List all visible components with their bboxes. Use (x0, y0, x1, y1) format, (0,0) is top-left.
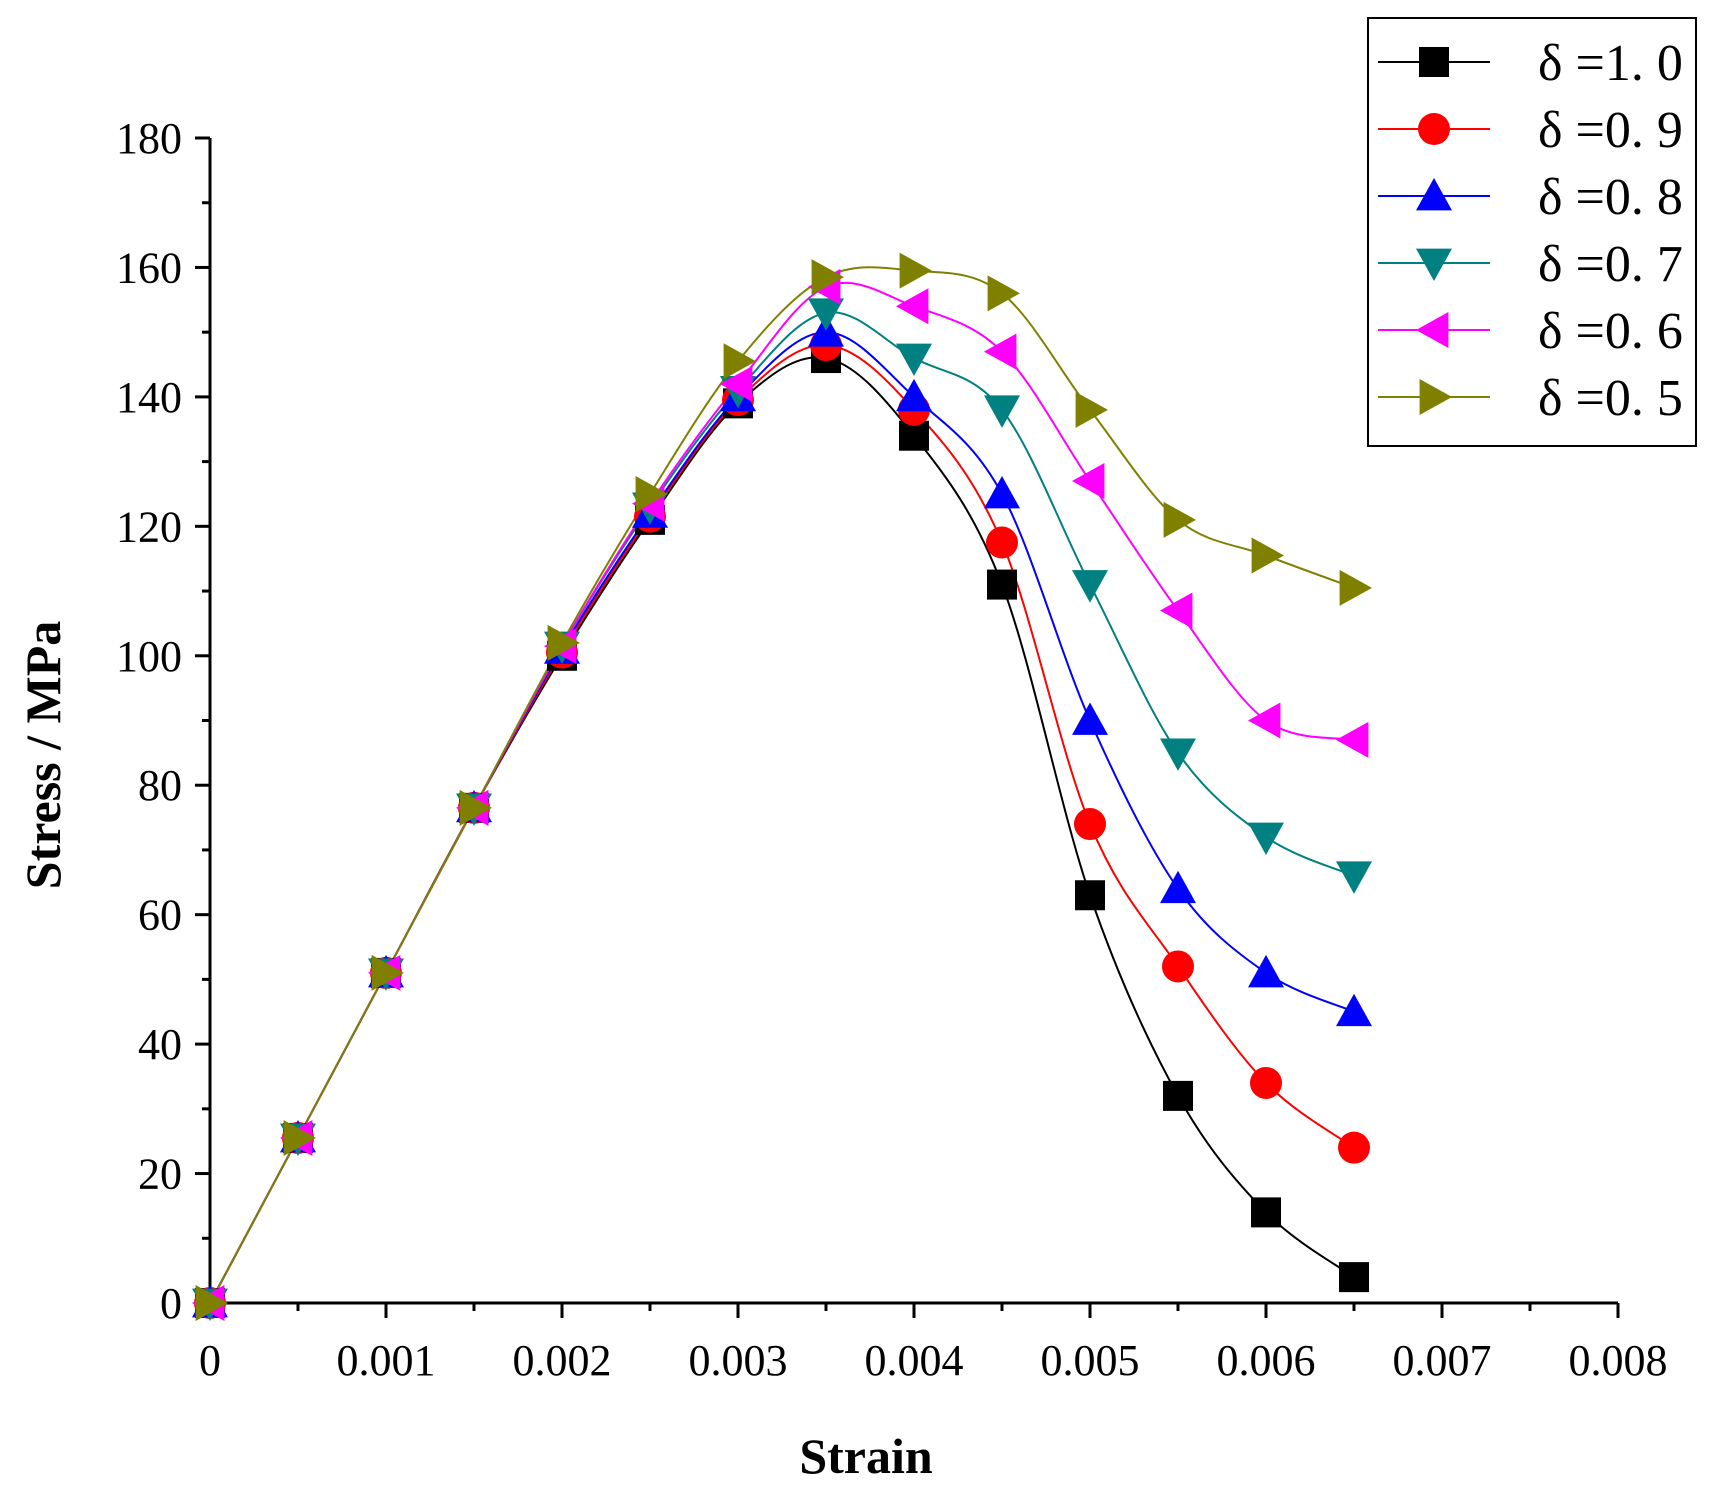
data-point (896, 378, 932, 412)
x-tick-label: 0.005 (1041, 1336, 1140, 1385)
y-tick-label: 20 (138, 1150, 182, 1199)
y-tick-label: 160 (116, 243, 182, 292)
data-point (1163, 501, 1196, 538)
series-line-5 (209, 266, 1355, 1304)
x-tick-label: 0 (199, 1336, 221, 1385)
data-point (987, 569, 1017, 600)
legend-marker (1418, 113, 1450, 145)
data-point (984, 333, 1017, 370)
data-point (984, 475, 1020, 509)
data-point (987, 275, 1020, 312)
series-markers (192, 252, 1372, 1321)
legend-marker (1416, 178, 1452, 211)
data-point (1160, 738, 1196, 771)
data-point (1163, 1080, 1193, 1111)
y-tick-label: 180 (116, 114, 182, 163)
series-line-2 (209, 331, 1355, 1304)
series-lines (209, 266, 1355, 1304)
x-tick-label: 0.004 (865, 1336, 964, 1385)
data-point (1072, 463, 1105, 500)
x-axis-title: Strain (799, 1428, 933, 1484)
data-point (1075, 880, 1105, 911)
y-tick-label: 60 (138, 891, 182, 940)
data-point (1074, 808, 1106, 841)
data-point (1072, 702, 1108, 735)
legend: δ =1. 0 δ =0. 9 δ =0. 8 δ =0. 7 δ =0. 6 δ =0.… (1367, 17, 1697, 447)
data-point (1075, 391, 1108, 428)
y-tick-label: 40 (138, 1020, 182, 1069)
data-point (811, 259, 844, 296)
data-point (195, 1285, 228, 1321)
data-point (896, 343, 932, 377)
data-point (371, 954, 404, 991)
data-point (1339, 1262, 1369, 1293)
series-line-4 (209, 281, 1355, 1304)
x-tick-label: 0.006 (1217, 1336, 1316, 1385)
data-point (896, 288, 929, 325)
data-point (1251, 1197, 1281, 1228)
x-tick-label: 0.007 (1393, 1336, 1492, 1385)
x-tick-label: 0.008 (1569, 1336, 1668, 1385)
data-point (1250, 1066, 1282, 1099)
legend-label: δ =0. 7 (1538, 236, 1683, 293)
y-tick-label: 140 (116, 373, 182, 422)
legend-label: δ =0. 9 (1538, 102, 1683, 159)
y-tick-label: 100 (116, 632, 182, 681)
data-point (635, 475, 668, 512)
data-point (1248, 822, 1284, 855)
legend-label: δ =1. 0 (1538, 35, 1683, 92)
data-point (1339, 569, 1372, 606)
data-point (1251, 537, 1284, 574)
data-point (283, 1119, 316, 1156)
legend-marker (1416, 248, 1452, 281)
data-point (1248, 702, 1281, 739)
y-tick-label: 80 (138, 761, 182, 810)
y-tick-label: 0 (160, 1279, 182, 1328)
legend-box (1367, 17, 1697, 447)
data-point (1162, 950, 1194, 983)
legend-label: δ =0. 5 (1538, 370, 1683, 427)
data-point (1336, 993, 1372, 1027)
data-point (1336, 721, 1369, 758)
data-point (808, 298, 844, 331)
series-line-1 (209, 344, 1355, 1304)
legend-marker (1419, 47, 1449, 77)
legend-label: δ =0. 8 (1538, 169, 1683, 226)
data-point (1072, 570, 1108, 603)
x-tick-label: 0.002 (513, 1336, 612, 1385)
data-point (984, 395, 1020, 428)
data-point (459, 789, 492, 826)
data-point (547, 624, 580, 661)
y-axis-title: Stress / MPa (15, 621, 71, 889)
legend-marker (1416, 312, 1449, 348)
data-point (899, 252, 932, 289)
data-point (723, 343, 756, 380)
legend-label: δ =0. 6 (1538, 303, 1683, 360)
axes: 0 20 40 60 80 100 120 140 160 180 0 0.001 0.002 0.003… (116, 114, 1668, 1385)
legend-marker (1419, 379, 1452, 415)
data-point (1336, 861, 1372, 894)
data-point (720, 365, 753, 402)
x-tick-label: 0.001 (337, 1336, 436, 1385)
x-tick-label: 0.003 (689, 1336, 788, 1385)
data-point (1160, 592, 1193, 629)
series-line-3 (209, 311, 1355, 1304)
data-point (1338, 1131, 1370, 1164)
series-line-0 (209, 356, 1355, 1304)
data-point (1248, 954, 1284, 988)
y-tick-label: 120 (116, 502, 182, 551)
data-point (1160, 870, 1196, 904)
data-point (986, 526, 1018, 559)
